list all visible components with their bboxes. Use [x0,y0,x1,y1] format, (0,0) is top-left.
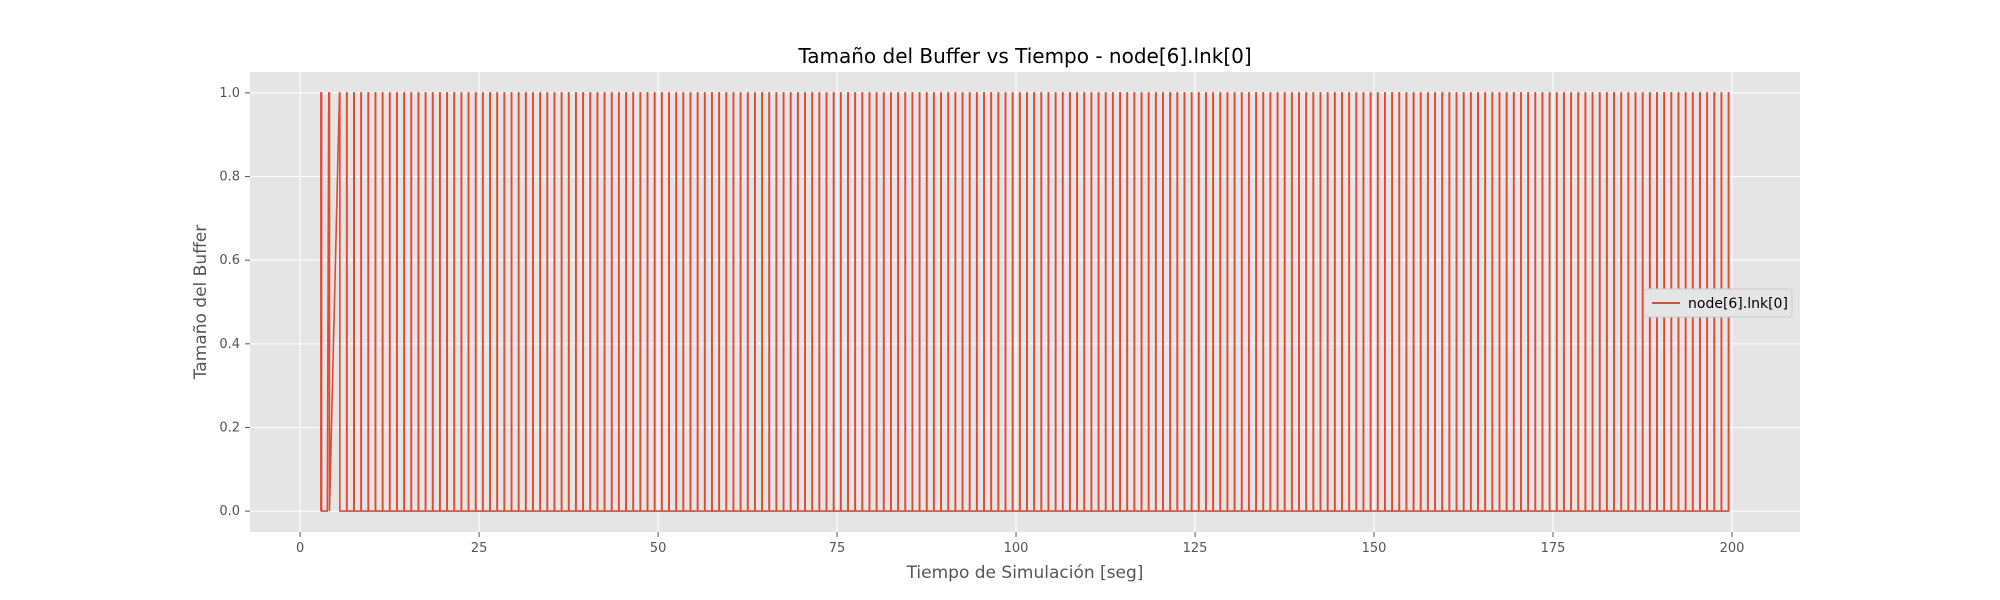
y-tick-label: 0.0 [219,504,240,519]
x-tick-label: 0 [296,541,304,556]
x-tick-label: 150 [1362,541,1387,556]
legend: node[6].lnk[0] [1643,288,1793,318]
series-line-node6-lnk0 [320,92,1730,512]
x-tick-label: 175 [1541,541,1566,556]
y-tick-label: 0.4 [219,337,240,352]
x-tick-label: 100 [1004,541,1029,556]
y-tick-label: 0.8 [219,170,240,185]
chart-title: Tamaño del Buffer vs Tiempo - node[6].ln… [797,44,1251,68]
x-tick-label: 75 [829,541,846,556]
series-lines [320,92,1730,512]
y-tick-label: 1.0 [219,86,240,101]
y-tick-label: 0.6 [219,253,240,268]
x-tick-label: 50 [650,541,667,556]
axis-ticks: 0 25 50 75 100 125 150 175 200 0.0 0.2 0.4 0.6 0.8 1.0 [219,86,1744,556]
x-tick-label: 200 [1720,541,1745,556]
x-tick-label: 125 [1183,541,1208,556]
legend-box [1643,288,1793,318]
legend-label: node[6].lnk[0] [1688,296,1788,312]
x-axis-label: Tiempo de Simulación [seg] [906,563,1144,583]
x-tick-label: 25 [471,541,488,556]
y-tick-label: 0.2 [219,420,240,435]
y-axis-label: Tamaño del Buffer [191,225,211,381]
